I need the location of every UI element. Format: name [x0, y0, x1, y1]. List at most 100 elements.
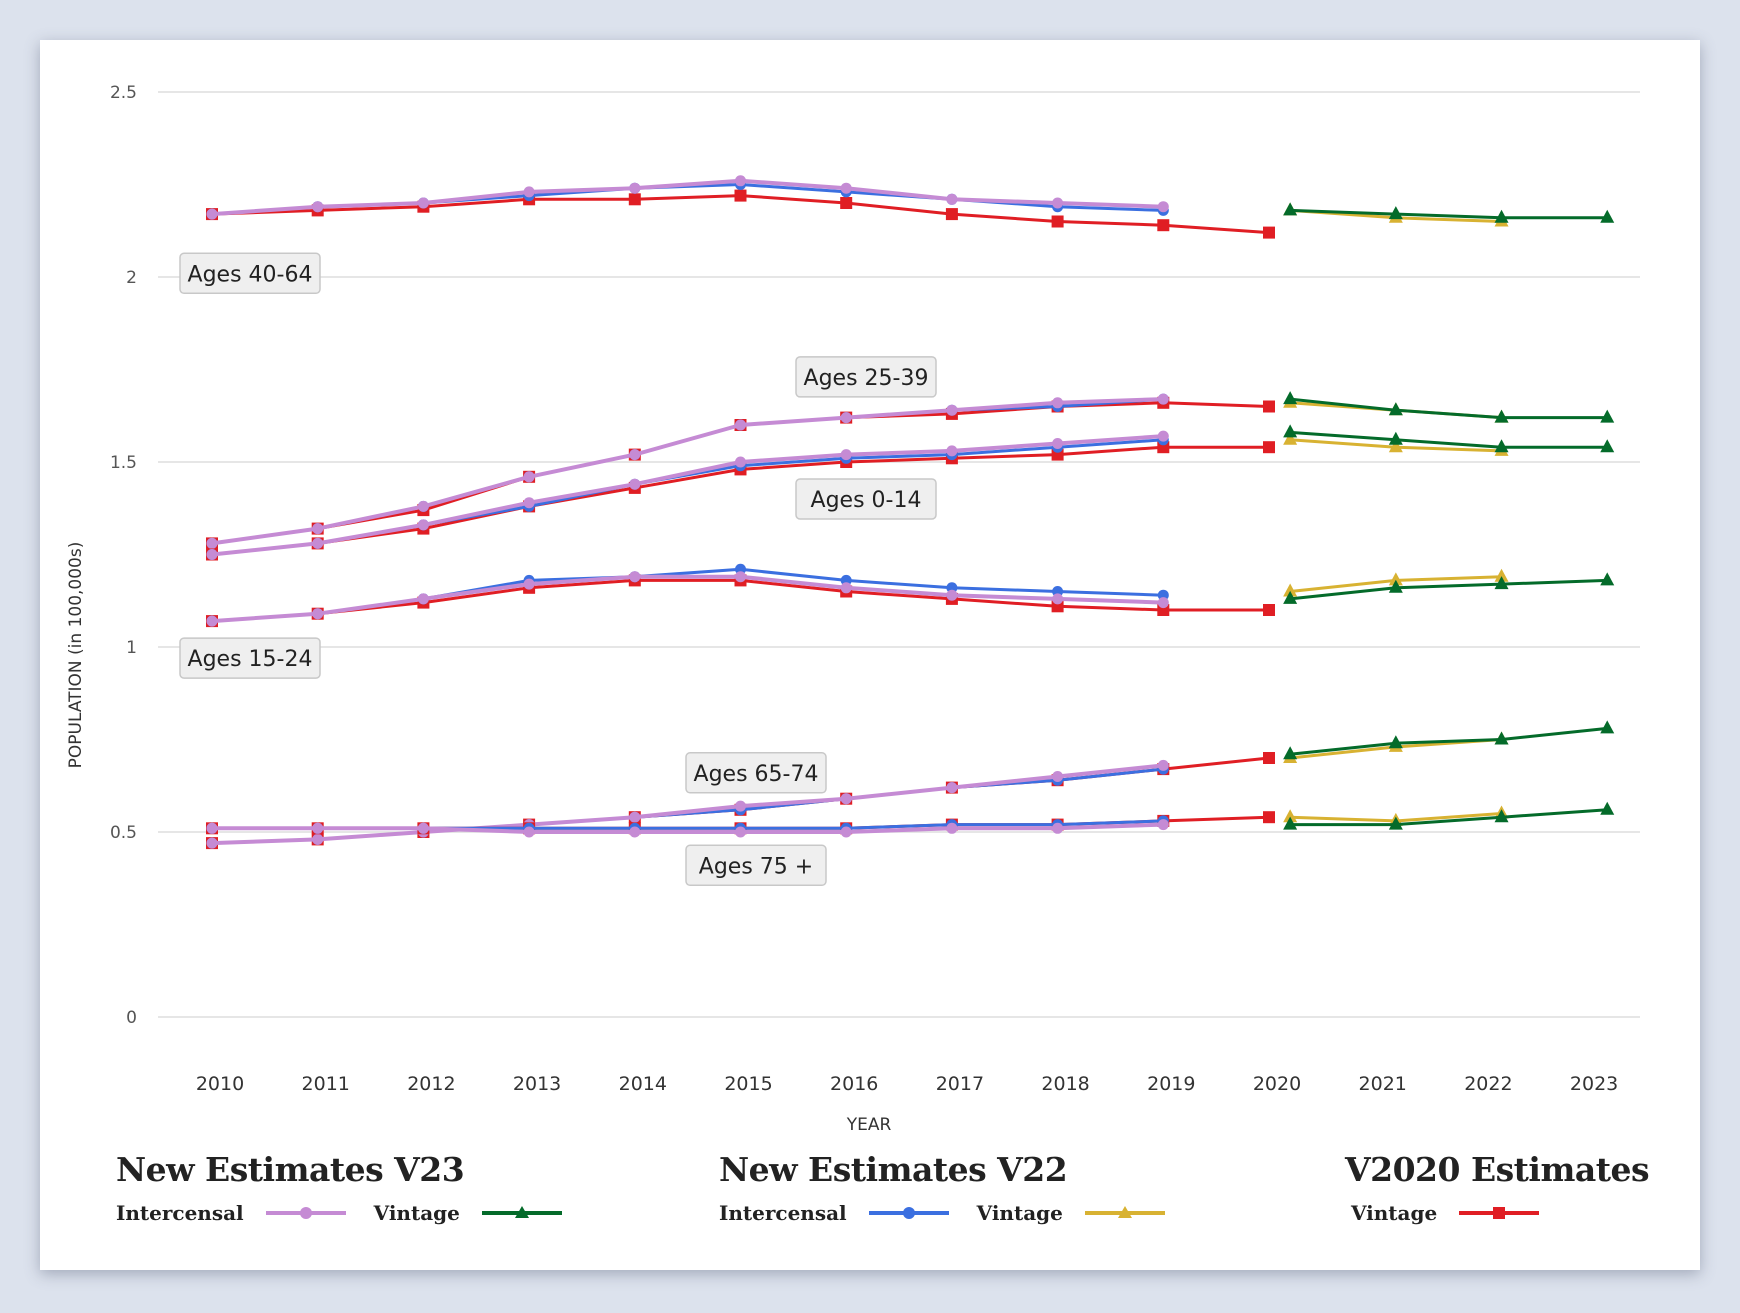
data-point	[735, 419, 746, 431]
data-point	[946, 589, 958, 601]
series-line	[212, 822, 1164, 834]
data-point	[1494, 409, 1509, 423]
data-point	[1494, 439, 1509, 453]
data-point	[523, 578, 535, 590]
annotation-label: Ages 40-64	[179, 252, 321, 295]
series-lines	[206, 175, 1615, 850]
data-point	[735, 571, 746, 583]
annotation-label: Ages 65-74	[685, 752, 827, 794]
y-axis-title: POPULATION (in 100,000s)	[66, 542, 86, 769]
data-point	[1388, 431, 1403, 445]
legend-v23-intercensal-swatch	[265, 1207, 346, 1219]
data-point	[417, 593, 429, 605]
annotation-box	[179, 637, 321, 679]
data-point	[312, 523, 324, 535]
annotation-label: Ages 25-39	[795, 356, 937, 398]
data-point	[840, 793, 852, 805]
annotation-text: Ages 65-74	[694, 762, 819, 787]
legend-v22: New Estimates V22 Intercensal Vintage	[719, 1150, 1193, 1225]
data-point	[206, 615, 218, 627]
data-point	[1283, 431, 1298, 445]
x-tick-label: 2016	[830, 1073, 878, 1095]
legend-v22-vintage-swatch	[1084, 1206, 1165, 1218]
data-point	[1283, 202, 1298, 216]
data-point	[417, 822, 429, 834]
data-point	[1157, 759, 1169, 771]
series-v23_intercensal-ages-25-39	[206, 393, 1169, 549]
data-point	[1283, 816, 1298, 830]
legend-v2020-title: V2020 Estimates	[1345, 1150, 1650, 1189]
data-point	[1388, 572, 1403, 586]
data-point	[946, 782, 958, 794]
data-point	[1388, 735, 1403, 749]
x-tick-label: 2019	[1147, 1073, 1195, 1095]
x-axis-title: YEAR	[846, 1115, 892, 1135]
annotation-label: Ages 0-14	[795, 478, 937, 520]
legend-v23-intercensal-label: Intercensal	[116, 1201, 244, 1225]
series-line	[1290, 808, 1608, 827]
y-axis-ticks: 0 0.5 1 1.5 2 2.5	[110, 83, 137, 1028]
group-annotations: Ages 40-64 Ages 25-39 Ages 0-14 Ages 15-24 A…	[179, 252, 937, 887]
data-point	[629, 826, 641, 838]
data-point	[312, 537, 324, 549]
data-point	[629, 449, 641, 461]
annotation-label: Ages 75 +	[685, 844, 827, 887]
data-point	[840, 582, 852, 594]
series-v23_vintage-ages-15-24	[1283, 572, 1615, 604]
x-tick-label: 2011	[302, 1073, 350, 1095]
data-point	[1600, 801, 1615, 815]
data-point	[1157, 201, 1169, 213]
data-point	[629, 571, 641, 583]
data-point	[840, 412, 852, 424]
data-point	[946, 404, 958, 416]
data-point	[735, 175, 746, 187]
data-point	[1157, 597, 1169, 609]
legend-v2020-vintage-label: Vintage	[1351, 1201, 1438, 1225]
data-point	[1052, 397, 1064, 409]
x-tick-label: 2015	[724, 1073, 772, 1095]
data-point	[1263, 441, 1275, 454]
data-point	[1283, 391, 1298, 405]
series-line	[211, 763, 1164, 846]
data-point	[1494, 568, 1509, 582]
data-point	[946, 193, 958, 205]
data-point	[1600, 409, 1615, 423]
data-point	[312, 822, 324, 834]
data-point	[1052, 822, 1064, 834]
data-point	[1600, 439, 1615, 453]
data-point	[1388, 579, 1403, 593]
data-point	[206, 837, 218, 849]
data-point	[1052, 197, 1064, 209]
legend-v23-vintage-swatch	[481, 1206, 562, 1218]
series-line	[1289, 578, 1608, 601]
annotation-box	[685, 752, 827, 794]
data-point	[1494, 809, 1509, 823]
data-point	[1157, 393, 1169, 405]
data-point	[1283, 746, 1298, 760]
series-v22_vintage-ages-0-14	[1283, 431, 1509, 456]
legend-v2020: V2020 Estimates Vintage	[1345, 1150, 1650, 1225]
data-point	[1263, 752, 1275, 764]
y-tick-label: 0.5	[110, 823, 137, 843]
x-tick-label: 2022	[1464, 1073, 1512, 1095]
series-v22_intercensal-ages-15-24	[206, 563, 1169, 627]
data-point	[523, 826, 535, 838]
data-point	[840, 197, 853, 209]
data-point	[1051, 215, 1064, 228]
data-point	[840, 182, 852, 194]
data-point	[1263, 604, 1275, 616]
data-point	[735, 826, 746, 838]
data-point	[1283, 583, 1298, 597]
series-line	[211, 574, 1164, 624]
y-tick-label: 1.5	[110, 453, 137, 473]
data-point	[735, 456, 746, 468]
data-point	[1283, 590, 1298, 604]
data-point	[1263, 226, 1275, 239]
x-tick-label: 2013	[513, 1073, 561, 1095]
annotation-box	[795, 356, 937, 398]
data-point	[417, 519, 429, 531]
y-tick-label: 1	[126, 638, 137, 658]
data-point	[1157, 430, 1169, 442]
annotation-box	[795, 478, 937, 520]
data-point	[735, 800, 746, 812]
